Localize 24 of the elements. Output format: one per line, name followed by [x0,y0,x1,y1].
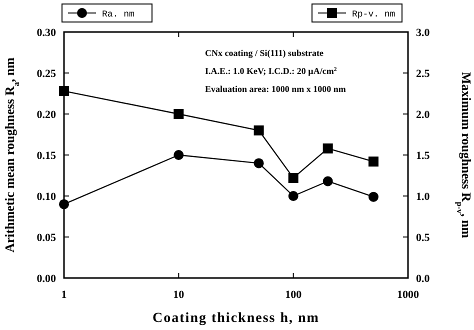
y-tick-label: 0.20 [36,109,56,121]
y-tick-label: 0.00 [36,273,56,285]
y2-tick-label: 1.0 [416,191,430,203]
y2-tick-label: 1.5 [416,150,430,162]
legend-label: Rp-v. nm [352,10,396,20]
y2-tick-label: 0.0 [416,273,430,285]
y-tick-label: 0.25 [36,68,56,80]
x-tick-label: 100 [285,289,302,301]
y2-tick-label: 0.5 [416,232,430,244]
annotation: Evaluation area: 1000 nm x 1000 nm [205,84,346,94]
y-tick-label: 0.15 [36,150,56,162]
x-tick-label: 10 [173,289,185,301]
x-tick-label: 1 [61,289,67,301]
y-tick-label: 0.05 [36,232,56,244]
y2-tick-label: 2.5 [416,68,430,80]
legend-label: Ra. nm [102,10,134,20]
annotation: I.A.E.: 1.0 KeV; I.C.D.: 20 µA/cm$^{2}$ [205,66,337,76]
x-axis-title: Coating thickness h, nm [152,311,320,326]
annotation: CNx coating / Si(111) substrate [205,48,324,58]
y2-tick-label: 2.0 [416,109,430,121]
y2-tick-label: 3.0 [416,27,430,39]
x-tick-label: 1000 [397,289,420,301]
y-tick-label: 0.10 [36,191,56,203]
y-tick-label: 0.30 [36,27,56,39]
